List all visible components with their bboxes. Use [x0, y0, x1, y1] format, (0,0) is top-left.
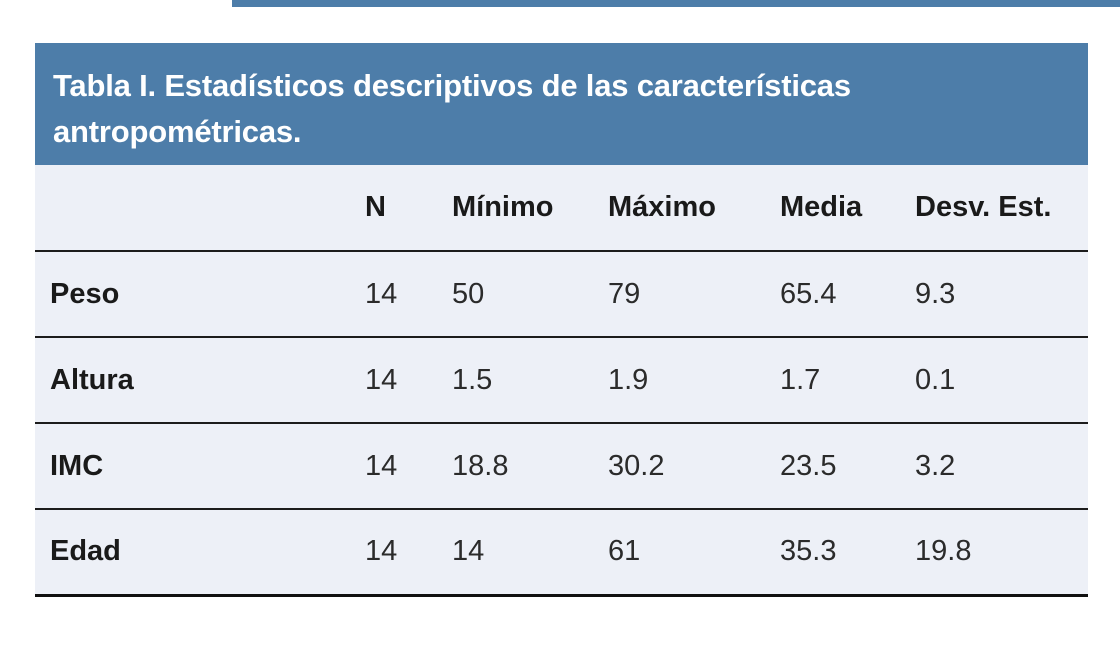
- col-header-maximo: Máximo: [591, 165, 760, 252]
- cell-peso-minimo: 50: [436, 251, 591, 338]
- cell-edad-n: 14: [344, 509, 436, 597]
- cell-peso-desv: 9.3: [900, 251, 1088, 338]
- table-title-line1: Tabla I. Estadísticos descriptivos de la…: [53, 68, 851, 103]
- cell-imc-n: 14: [344, 423, 436, 510]
- col-header-blank: [35, 165, 344, 252]
- statistics-table-container: N Mínimo Máximo Media Desv. Est. Peso 14…: [35, 165, 1088, 597]
- header-row: N Mínimo Máximo Media Desv. Est.: [35, 165, 1088, 252]
- row-label-imc: IMC: [35, 423, 344, 510]
- cell-imc-maximo: 30.2: [591, 423, 760, 510]
- cell-peso-media: 65.4: [760, 251, 900, 338]
- cell-edad-maximo: 61: [591, 509, 760, 597]
- cell-imc-media: 23.5: [760, 423, 900, 510]
- cell-altura-minimo: 1.5: [436, 337, 591, 424]
- table-title-band: Tabla I. Estadísticos descriptivos de la…: [35, 43, 1088, 165]
- cell-altura-media: 1.7: [760, 337, 900, 424]
- cell-altura-maximo: 1.9: [591, 337, 760, 424]
- statistics-table: N Mínimo Máximo Media Desv. Est. Peso 14…: [35, 165, 1088, 597]
- row-label-peso: Peso: [35, 251, 344, 338]
- table-row: IMC 14 18.8 30.2 23.5 3.2: [35, 423, 1088, 510]
- row-label-altura: Altura: [35, 337, 344, 424]
- cell-edad-minimo: 14: [436, 509, 591, 597]
- row-label-edad: Edad: [35, 509, 344, 597]
- cell-edad-media: 35.3: [760, 509, 900, 597]
- col-header-n: N: [344, 165, 436, 252]
- table-row: Altura 14 1.5 1.9 1.7 0.1: [35, 337, 1088, 424]
- cell-edad-desv: 19.8: [900, 509, 1088, 597]
- table-title-line2: antropométricas.: [53, 114, 302, 149]
- cell-peso-maximo: 79: [591, 251, 760, 338]
- table-row: Edad 14 14 61 35.3 19.8: [35, 509, 1088, 597]
- top-partial-blue-bar: [232, 0, 1120, 7]
- cell-altura-n: 14: [344, 337, 436, 424]
- cell-imc-desv: 3.2: [900, 423, 1088, 510]
- col-header-minimo: Mínimo: [436, 165, 591, 252]
- cell-altura-desv: 0.1: [900, 337, 1088, 424]
- col-header-media: Media: [760, 165, 900, 252]
- cell-peso-n: 14: [344, 251, 436, 338]
- col-header-desv-est: Desv. Est.: [900, 165, 1088, 252]
- table-row: Peso 14 50 79 65.4 9.3: [35, 251, 1088, 338]
- cell-imc-minimo: 18.8: [436, 423, 591, 510]
